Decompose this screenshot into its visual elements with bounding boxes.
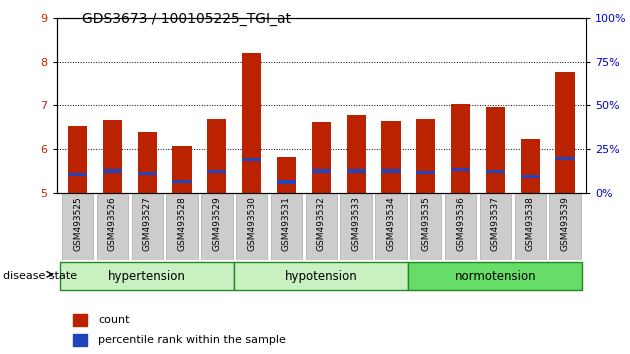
Bar <box>312 170 331 172</box>
Bar <box>242 158 261 161</box>
FancyBboxPatch shape <box>97 194 128 260</box>
Bar <box>381 170 401 172</box>
Bar <box>277 157 296 193</box>
Bar <box>486 170 505 173</box>
Bar <box>103 120 122 193</box>
Bar <box>277 181 296 183</box>
Bar <box>207 170 226 173</box>
FancyBboxPatch shape <box>515 194 546 260</box>
Bar <box>242 53 261 193</box>
Bar <box>103 170 122 172</box>
FancyBboxPatch shape <box>410 194 442 260</box>
Bar <box>451 104 470 193</box>
FancyBboxPatch shape <box>375 194 406 260</box>
Text: GSM493525: GSM493525 <box>73 196 82 251</box>
Bar <box>416 171 435 174</box>
Bar <box>68 126 87 193</box>
Text: GSM493535: GSM493535 <box>421 196 430 251</box>
Text: GSM493538: GSM493538 <box>525 196 535 251</box>
FancyBboxPatch shape <box>132 194 163 260</box>
FancyBboxPatch shape <box>236 194 267 260</box>
Text: GSM493533: GSM493533 <box>352 196 360 251</box>
FancyBboxPatch shape <box>62 194 93 260</box>
Text: GDS3673 / 100105225_TGI_at: GDS3673 / 100105225_TGI_at <box>82 12 291 27</box>
Bar <box>346 170 365 172</box>
Bar <box>520 139 540 193</box>
Text: GSM493529: GSM493529 <box>212 196 221 251</box>
FancyBboxPatch shape <box>201 194 232 260</box>
Text: percentile rank within the sample: percentile rank within the sample <box>98 335 286 345</box>
FancyBboxPatch shape <box>166 194 198 260</box>
FancyBboxPatch shape <box>340 194 372 260</box>
FancyBboxPatch shape <box>234 262 408 290</box>
FancyBboxPatch shape <box>445 194 476 260</box>
Bar <box>486 107 505 193</box>
Text: GSM493539: GSM493539 <box>561 196 570 251</box>
Bar <box>312 121 331 193</box>
FancyBboxPatch shape <box>549 194 581 260</box>
Text: GSM493534: GSM493534 <box>386 196 396 251</box>
Text: normotension: normotension <box>455 270 536 283</box>
Text: GSM493537: GSM493537 <box>491 196 500 251</box>
FancyBboxPatch shape <box>408 262 582 290</box>
Text: hypotension: hypotension <box>285 270 358 283</box>
FancyBboxPatch shape <box>271 194 302 260</box>
Bar <box>137 132 157 193</box>
Bar <box>72 334 88 346</box>
Bar <box>556 157 575 160</box>
Bar <box>520 175 540 178</box>
FancyBboxPatch shape <box>60 262 234 290</box>
Text: GSM493530: GSM493530 <box>247 196 256 251</box>
Bar <box>416 119 435 193</box>
FancyBboxPatch shape <box>306 194 337 260</box>
Bar <box>137 172 157 175</box>
Text: GSM493536: GSM493536 <box>456 196 465 251</box>
Bar <box>346 115 365 193</box>
Bar <box>173 179 192 183</box>
Bar <box>68 172 87 176</box>
Bar <box>381 121 401 193</box>
Text: GSM493532: GSM493532 <box>317 196 326 251</box>
Bar <box>451 168 470 171</box>
Bar <box>556 72 575 193</box>
Bar <box>72 314 88 326</box>
Text: GSM493528: GSM493528 <box>178 196 186 251</box>
Text: GSM493526: GSM493526 <box>108 196 117 251</box>
FancyBboxPatch shape <box>479 194 511 260</box>
Text: GSM493531: GSM493531 <box>282 196 291 251</box>
Text: count: count <box>98 315 130 325</box>
Text: disease state: disease state <box>3 271 77 281</box>
Bar <box>173 146 192 193</box>
Text: hypertension: hypertension <box>108 270 186 283</box>
Bar <box>207 119 226 193</box>
Text: GSM493527: GSM493527 <box>143 196 152 251</box>
